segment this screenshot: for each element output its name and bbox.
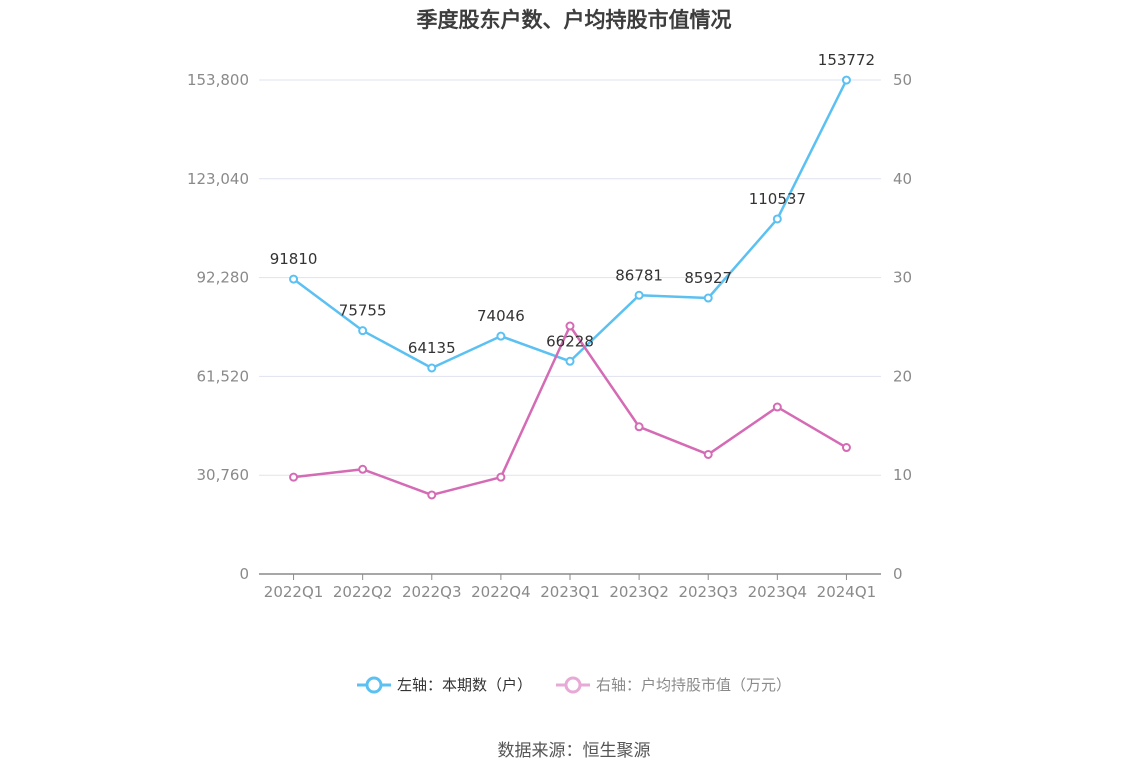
y-left-tick-label: 123,040 <box>187 170 249 188</box>
data-point-right <box>496 472 506 482</box>
legend-label-left: 左轴：本期数（户） <box>396 676 532 694</box>
data-label-left: 85927 <box>684 269 732 287</box>
x-tick-label: 2022Q4 <box>471 583 531 601</box>
legend-item-right-axis[interactable]: 右轴：户均持股市值（万元） <box>556 674 791 695</box>
legend-marker-right-icon <box>556 676 590 693</box>
data-label-left: 110537 <box>749 190 806 208</box>
data-point-right <box>358 464 368 474</box>
data-point-left <box>703 293 713 303</box>
legend: 左轴：本期数（户） 右轴：户均持股市值（万元） <box>0 674 1148 695</box>
x-tick-label: 2024Q1 <box>817 583 877 601</box>
x-tick-label: 2023Q4 <box>748 583 808 601</box>
data-point-left <box>496 331 506 341</box>
data-point-left <box>427 363 437 373</box>
data-label-left: 75755 <box>339 302 387 320</box>
data-point-left <box>841 75 851 85</box>
data-point-left <box>289 274 299 284</box>
line-chart: 0 0 30,760 10 61,520 20 92,280 30 123,040 40 153,8… <box>187 51 912 601</box>
data-label-left: 86781 <box>615 266 663 284</box>
x-tick-label: 2023Q2 <box>609 583 669 601</box>
x-tick-label: 2022Q3 <box>402 583 462 601</box>
data-label-left: 153772 <box>818 51 875 69</box>
y-right-tick-label: 10 <box>893 466 912 484</box>
y-left-tick-label: 30,760 <box>197 466 250 484</box>
data-label-left: 74046 <box>477 307 525 325</box>
data-point-right <box>289 472 299 482</box>
x-tick-label: 2023Q3 <box>678 583 738 601</box>
data-point-left <box>634 290 644 300</box>
y-left-tick-label: 153,800 <box>187 71 249 89</box>
y-left-tick-label: 61,520 <box>197 367 250 385</box>
x-tick-label: 2022Q1 <box>264 583 324 601</box>
data-point-left <box>358 326 368 336</box>
y-left-tick-label: 0 <box>239 565 249 583</box>
y-left-tick-label: 92,280 <box>197 269 250 287</box>
data-point-right <box>634 422 644 432</box>
data-point-right <box>565 321 575 331</box>
data-source-note: 数据来源：恒生聚源 <box>497 741 651 761</box>
x-tick-label: 2022Q2 <box>333 583 393 601</box>
y-right-tick-label: 40 <box>893 170 912 188</box>
legend-marker-left-icon <box>356 676 391 693</box>
y-right-tick-label: 30 <box>893 269 912 287</box>
data-label-left: 66228 <box>546 332 594 350</box>
data-point-left <box>772 214 782 224</box>
data-point-right <box>427 490 437 500</box>
data-label-left: 64135 <box>408 339 456 357</box>
data-point-right <box>841 443 851 453</box>
data-point-right <box>703 449 713 459</box>
y-right-tick-label: 20 <box>893 367 912 385</box>
x-tick-label: 2023Q1 <box>540 583 600 601</box>
y-right-tick-label: 0 <box>893 565 903 583</box>
legend-item-left-axis[interactable]: 左轴：本期数（户） <box>356 674 532 695</box>
series-line-right <box>293 324 848 497</box>
data-point-right <box>772 402 782 412</box>
data-label-left: 91810 <box>270 250 318 268</box>
legend-label-right: 右轴：户均持股市值（万元） <box>596 676 792 694</box>
data-point-left <box>565 356 575 366</box>
chart-title: 季度股东户数、户均持股市值情况 <box>416 8 732 32</box>
y-right-tick-label: 50 <box>893 71 912 89</box>
